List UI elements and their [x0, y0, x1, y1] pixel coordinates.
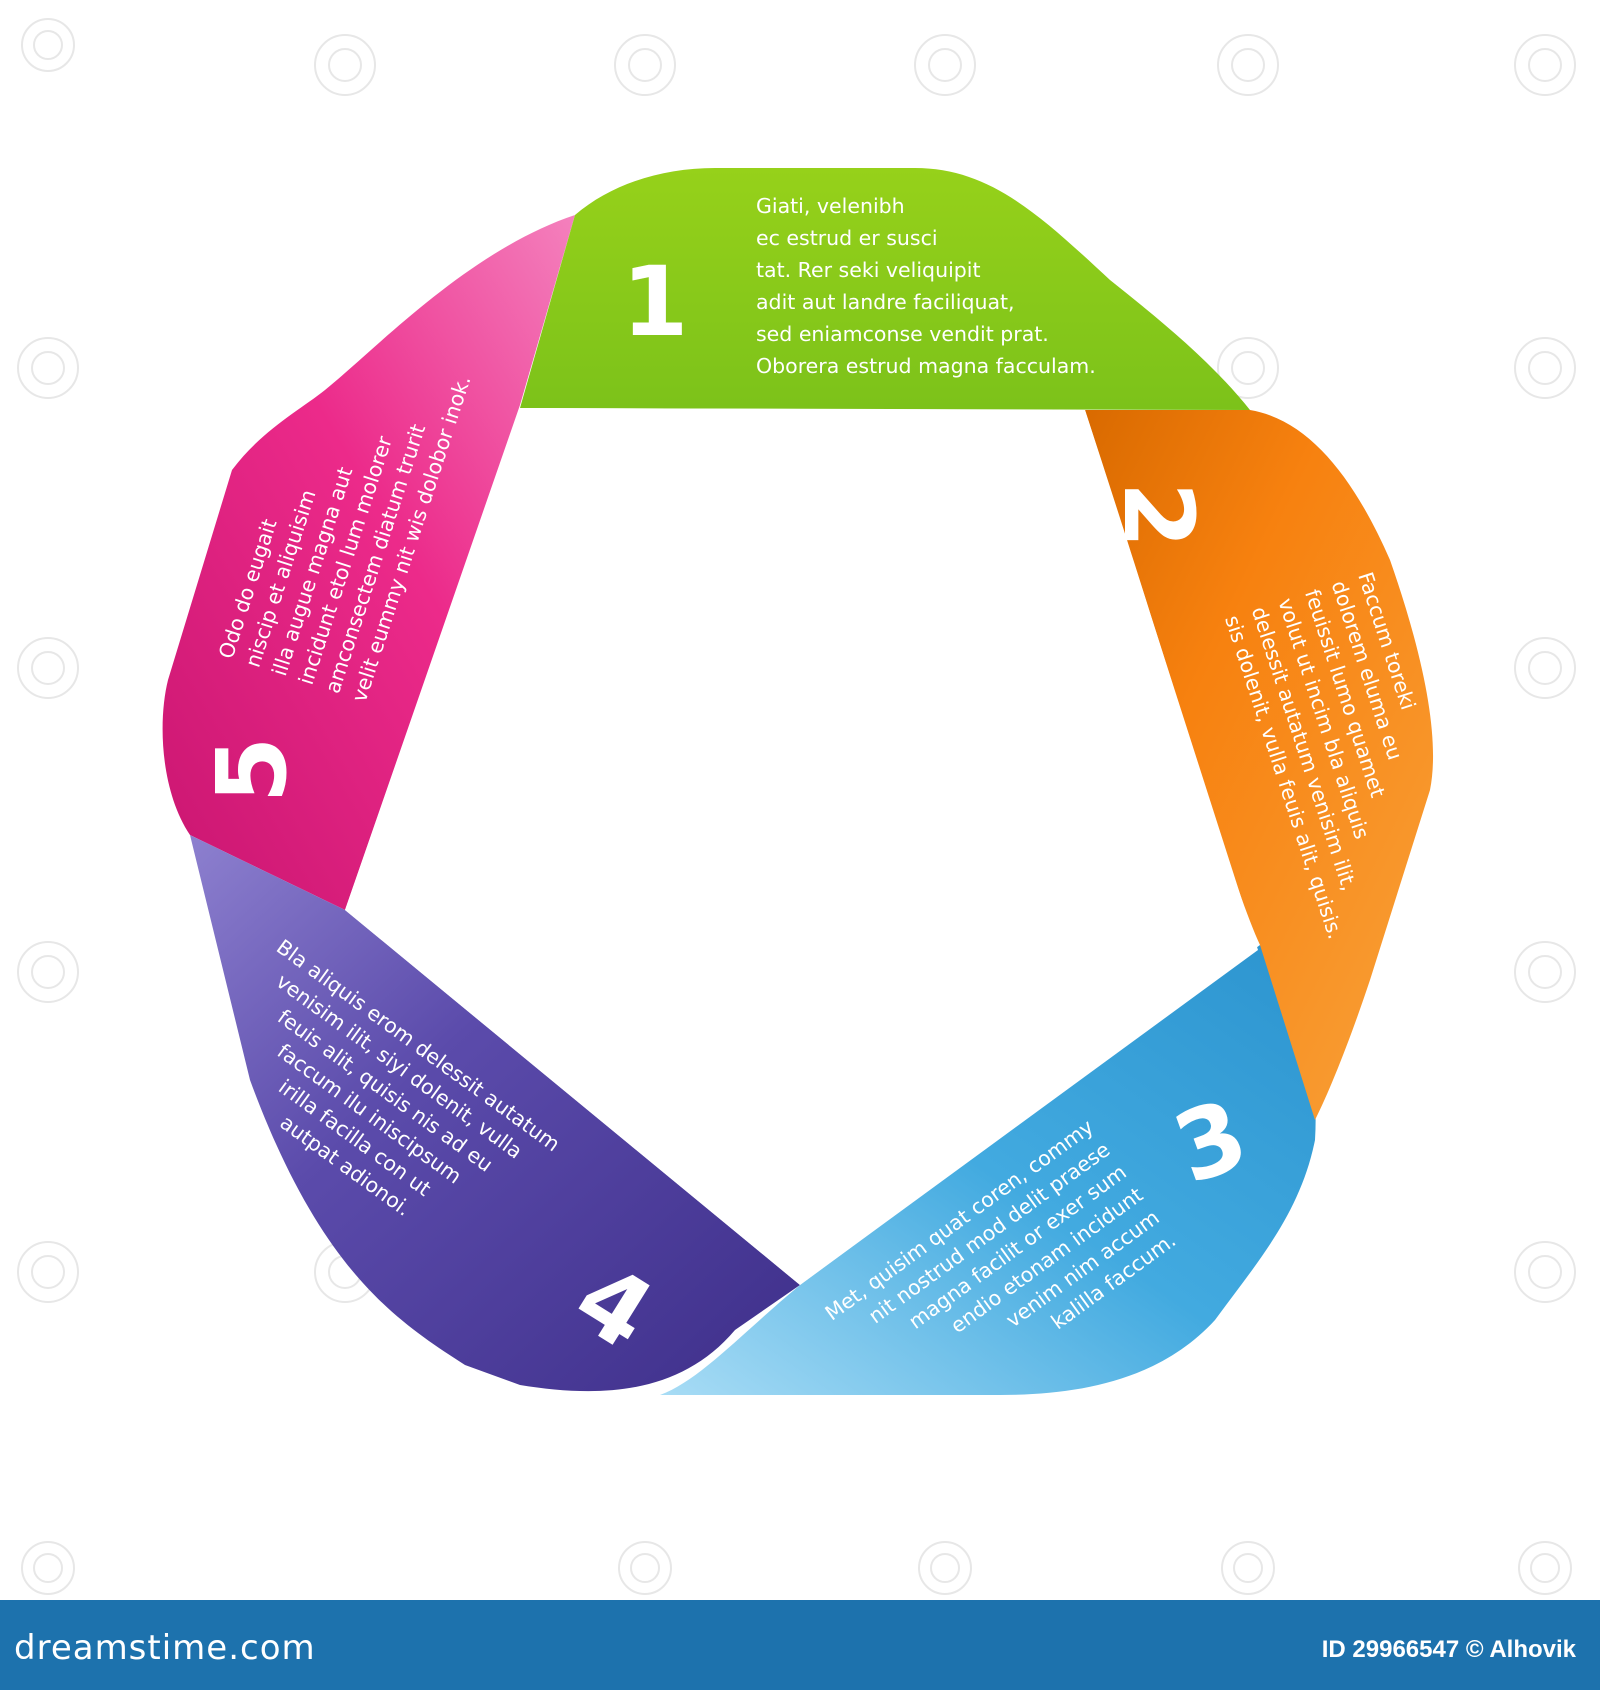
segment-1-text: Giati, velenibh ec estrud er susci tat. …	[756, 194, 1096, 378]
segment-1-line: ec estrud er susci	[756, 226, 938, 250]
watermark-pattern	[17, 18, 1576, 1595]
segment-2-number: 2	[1102, 482, 1214, 549]
segment-1-number: 1	[622, 246, 689, 358]
segment-1-line: sed eniamconse vendit prat.	[756, 322, 1049, 346]
segment-4-band	[190, 835, 800, 1392]
segment-3-band	[660, 945, 1316, 1395]
image-credit: ID 29966547 © Alhovik	[1321, 1636, 1576, 1663]
segment-1-line: Oborera estrud magna facculam.	[756, 354, 1096, 378]
segment-5-band	[162, 215, 575, 910]
process-diagram: 1 2 3 4 5 Giati, velenibh ec estrud er s…	[17, 18, 1576, 1595]
segment-2-band	[1085, 410, 1434, 1120]
segment-1-band	[520, 168, 1250, 410]
segment-1-line: adit aut landre faciliquat,	[756, 290, 1015, 314]
segment-1-line: tat. Rer seki veliquipit	[756, 258, 981, 282]
center-pentagon	[345, 408, 1258, 1285]
segment-5-number: 5	[196, 737, 308, 804]
segment-1-line: Giati, velenibh	[756, 194, 905, 218]
brand-logo: dreamstime.com	[14, 1628, 316, 1668]
footer-bar: dreamstime.com ID 29966547 © Alhovik	[0, 1600, 1600, 1690]
